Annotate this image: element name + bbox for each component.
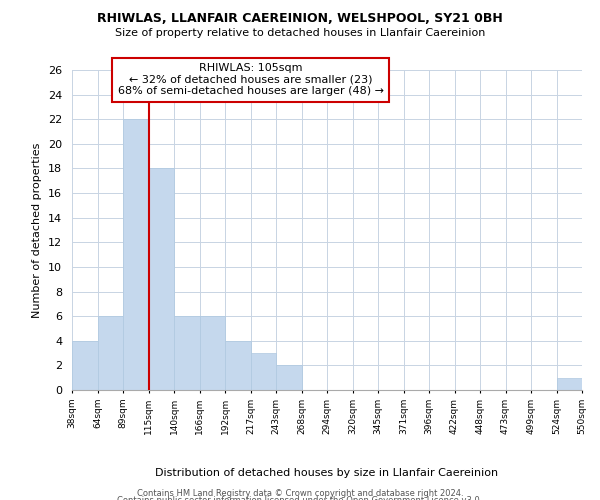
Bar: [149, 168, 174, 390]
Bar: [557, 378, 582, 390]
Text: Distribution of detached houses by size in Llanfair Caereinion: Distribution of detached houses by size …: [155, 468, 499, 477]
Bar: [123, 119, 149, 390]
Bar: [199, 316, 225, 390]
Bar: [225, 341, 251, 390]
Bar: [72, 341, 97, 390]
Bar: [174, 316, 199, 390]
Text: Contains public sector information licensed under the Open Government Licence v3: Contains public sector information licen…: [118, 496, 482, 500]
Text: RHIWLAS, LLANFAIR CAEREINION, WELSHPOOL, SY21 0BH: RHIWLAS, LLANFAIR CAEREINION, WELSHPOOL,…: [97, 12, 503, 26]
Text: Contains HM Land Registry data © Crown copyright and database right 2024.: Contains HM Land Registry data © Crown c…: [137, 489, 463, 498]
Bar: [97, 316, 123, 390]
Bar: [251, 353, 276, 390]
Text: Size of property relative to detached houses in Llanfair Caereinion: Size of property relative to detached ho…: [115, 28, 485, 38]
Y-axis label: Number of detached properties: Number of detached properties: [32, 142, 43, 318]
Bar: [276, 366, 302, 390]
Text: RHIWLAS: 105sqm
← 32% of detached houses are smaller (23)
68% of semi-detached h: RHIWLAS: 105sqm ← 32% of detached houses…: [118, 63, 383, 96]
